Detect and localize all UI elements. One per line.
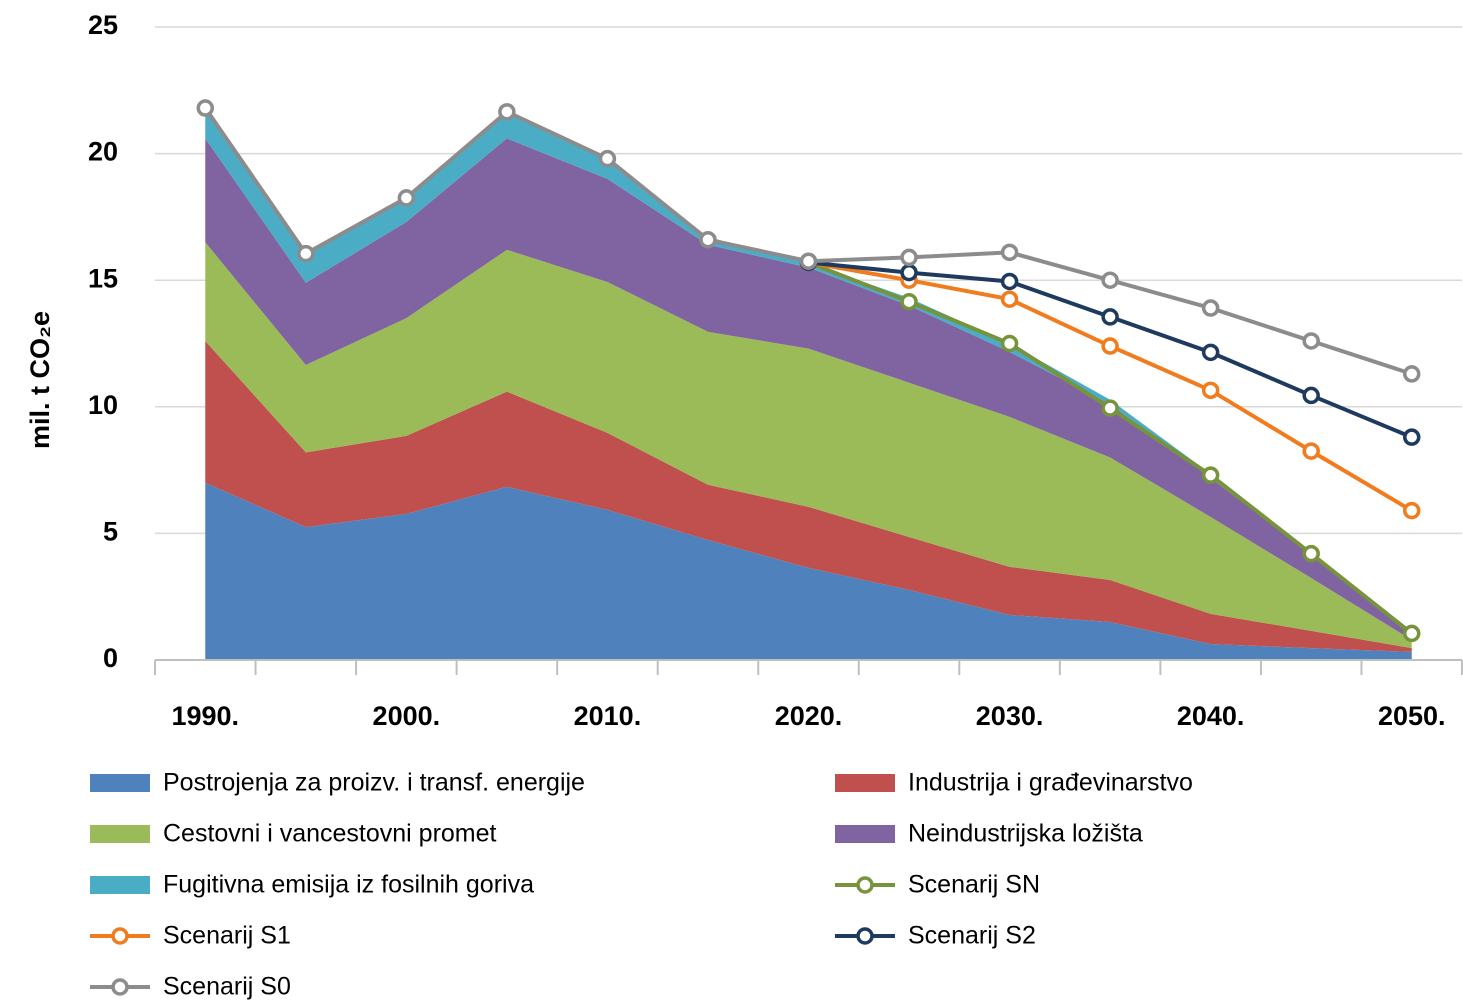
x-tick-label: 2010.: [574, 701, 642, 731]
marker: [1201, 343, 1220, 362]
legend-marker: [111, 978, 129, 996]
legend-label: Scenarij S2: [908, 922, 1036, 950]
legend-swatch: [835, 825, 895, 843]
x-tick-label: 2000.: [373, 701, 441, 731]
marker: [900, 248, 918, 267]
legend-label: Industrija i građevinarstvo: [908, 769, 1193, 797]
marker: [1402, 365, 1421, 383]
legend-label: Postrojenja za proizv. i transf. energij…: [163, 769, 585, 797]
marker: [1302, 386, 1320, 405]
marker: [1101, 337, 1119, 355]
marker: [498, 103, 516, 121]
y-tick-label: 15: [88, 263, 118, 293]
area: [205, 340, 1412, 652]
legend-swatch: [90, 825, 150, 843]
marker: [1302, 544, 1320, 563]
marker: [1201, 466, 1220, 484]
marker: [699, 230, 717, 249]
marker: [1101, 308, 1119, 326]
legend-swatch: [90, 876, 150, 894]
x-tick-label: 1990.: [171, 701, 239, 731]
marker: [1101, 271, 1119, 289]
x-tick-label: 2020.: [775, 701, 843, 731]
y-tick-label: 10: [88, 390, 118, 420]
marker: [1000, 243, 1019, 262]
legend-label: Scenarij S0: [163, 973, 291, 1001]
legend-marker: [856, 876, 874, 894]
marker: [1302, 442, 1320, 460]
marker: [1302, 332, 1320, 350]
marker: [297, 244, 315, 263]
legend-label: Scenarij SN: [908, 871, 1040, 899]
x-tick-label: 2050.: [1378, 701, 1446, 731]
y-axis-label: mil. t CO₂e: [25, 311, 55, 449]
y-tick-label: 25: [88, 10, 118, 40]
area: [205, 482, 1412, 660]
legend-marker: [111, 927, 129, 945]
legend-label: Fugitivna emisija iz fosilnih goriva: [163, 871, 534, 899]
marker: [799, 252, 818, 270]
marker: [1000, 334, 1019, 353]
y-tick-label: 20: [88, 137, 118, 167]
legend-swatch: [90, 774, 150, 792]
marker: [1402, 624, 1421, 643]
marker: [1101, 399, 1119, 417]
marker: [397, 189, 416, 207]
marker: [598, 149, 617, 168]
legend-label: Neindustrijska ložišta: [908, 820, 1143, 848]
x-tick-label: 2040.: [1177, 701, 1245, 731]
marker: [196, 99, 215, 117]
marker: [1402, 501, 1421, 520]
x-tick-label: 2030.: [976, 701, 1044, 731]
marker: [1000, 290, 1019, 308]
marker: [900, 263, 918, 282]
y-tick-label: 5: [103, 517, 118, 547]
legend-label: Cestovni i vancestovni promet: [163, 820, 497, 848]
legend-marker: [856, 927, 874, 945]
marker: [900, 292, 918, 311]
marker: [1201, 381, 1220, 400]
legend-swatch: [835, 774, 895, 792]
legend-label: Scenarij S1: [163, 922, 291, 950]
y-tick-label: 0: [103, 643, 118, 673]
marker: [1402, 428, 1421, 446]
marker: [1201, 299, 1220, 317]
marker: [1000, 272, 1019, 291]
area: [205, 242, 1412, 649]
